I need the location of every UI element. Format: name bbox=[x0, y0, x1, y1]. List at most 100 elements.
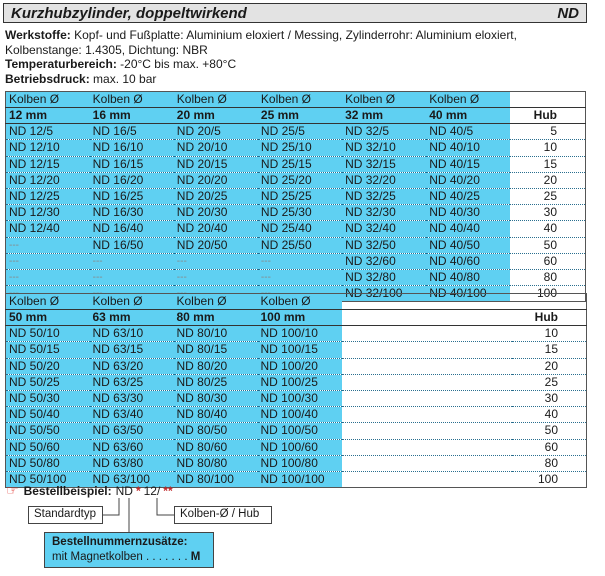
spec-temperatur: Temperaturbereich: -20°C bis max. +80°C bbox=[5, 57, 237, 71]
table-row: ND 50/15 ND 63/15 ND 80/15 ND 100/15 15 bbox=[5, 341, 587, 359]
size-table-large: Kolben Ø Kolben Ø Kolben Ø Kolben Ø 50 mm 63 … bbox=[5, 293, 587, 489]
column-header-label: Kolben Ø bbox=[426, 91, 511, 108]
order-label: Bestellbeispiel: bbox=[23, 483, 112, 498]
part-number-cell: ND 25/10 bbox=[257, 139, 343, 157]
column-header-label: Kolben Ø bbox=[342, 91, 427, 108]
table-row: ND 50/25 ND 63/25 ND 80/25 ND 100/25 25 bbox=[5, 374, 587, 391]
column-size-label: 63 mm bbox=[89, 309, 174, 327]
empty-cell bbox=[342, 471, 512, 487]
part-number-cell: ND 100/10 bbox=[257, 325, 342, 343]
part-number-cell: ND 20/5 bbox=[173, 123, 258, 141]
part-number-cell: ND 50/10 bbox=[5, 325, 90, 343]
column-header-label: Kolben Ø bbox=[173, 91, 258, 108]
part-number-cell: ND 25/15 bbox=[257, 156, 343, 173]
hub-value-cell: 80 bbox=[510, 269, 586, 287]
part-number-cell: --- bbox=[257, 269, 343, 287]
column-size-label: 50 mm bbox=[5, 309, 90, 327]
part-number-cell: ND 63/25 bbox=[89, 374, 174, 391]
hub-value-cell: 100 bbox=[537, 471, 558, 486]
part-number-cell: ND 100/30 bbox=[257, 390, 342, 408]
column-size-label: 40 mm bbox=[426, 107, 511, 125]
part-number-cell: ND 32/20 bbox=[342, 172, 427, 189]
part-number-cell: ND 50/40 bbox=[5, 406, 90, 424]
part-number-cell: ND 40/50 bbox=[426, 237, 511, 254]
part-number-cell: ND 40/30 bbox=[426, 204, 511, 222]
extensions-title: Bestellnummernzusätze: bbox=[52, 536, 188, 548]
part-number-cell: ND 40/20 bbox=[426, 172, 511, 189]
hub-value-cell: 40 bbox=[510, 220, 586, 238]
order-middle: 12/ bbox=[143, 483, 161, 498]
part-number-cell: ND 63/80 bbox=[89, 455, 174, 472]
part-number-cell: ND 16/30 bbox=[89, 204, 174, 222]
part-number-cell: ND 16/5 bbox=[89, 123, 174, 141]
column-header-label: Kolben Ø bbox=[173, 293, 258, 310]
order-example: ☞ Bestellbeispiel: ND * 12/ ** bbox=[6, 482, 173, 499]
part-number-cell: ND 12/40 bbox=[5, 220, 90, 238]
table-row: --- --- --- --- ND 32/60 ND 40/60 60 bbox=[5, 253, 586, 270]
column-header-label: Kolben Ø bbox=[5, 91, 90, 108]
part-number-cell: --- bbox=[5, 253, 90, 270]
part-number-cell: ND 32/25 bbox=[342, 188, 427, 206]
hub-header: Hub bbox=[510, 107, 586, 125]
column-size-label: 80 mm bbox=[173, 309, 258, 327]
part-number-cell: ND 80/15 bbox=[173, 341, 258, 359]
table-row: ND 50/50 ND 63/50 ND 80/50 ND 100/50 50 bbox=[5, 422, 587, 440]
empty-cell bbox=[510, 91, 586, 108]
part-number-cell: ND 100/25 bbox=[257, 374, 342, 391]
hub-value-cell: 25 bbox=[511, 374, 587, 391]
part-number-cell: ND 50/100 bbox=[5, 471, 90, 488]
part-number-cell: ND 32/15 bbox=[342, 156, 427, 173]
part-number-cell: ND 40/5 bbox=[426, 123, 511, 141]
empty-cell bbox=[341, 406, 512, 424]
part-number-cell: ND 20/15 bbox=[173, 156, 258, 173]
table-row: ND 12/30 ND 16/30 ND 20/30 ND 25/30 ND 32/30… bbox=[5, 204, 586, 222]
part-number-cell: ND 25/50 bbox=[257, 237, 343, 254]
column-size-label: 25 mm bbox=[257, 107, 343, 125]
part-number-cell: ND 12/25 bbox=[5, 188, 90, 206]
part-number-cell: ND 32/10 bbox=[342, 139, 427, 157]
order-star-1: * bbox=[135, 483, 141, 498]
part-number-cell: --- bbox=[5, 269, 90, 287]
part-number-cell: ND 32/30 bbox=[342, 204, 427, 222]
part-number-cell: ND 20/25 bbox=[173, 188, 258, 206]
empty-cell bbox=[341, 422, 512, 440]
part-number-cell: ND 32/50 bbox=[342, 237, 427, 254]
part-number-cell: ND 25/5 bbox=[257, 123, 343, 141]
order-prefix: ND bbox=[115, 483, 133, 498]
part-number-cell: ND 20/30 bbox=[173, 204, 258, 222]
part-number-cell: ND 100/20 bbox=[257, 358, 342, 375]
column-header-label: Kolben Ø bbox=[5, 293, 90, 310]
hub-value-cell: 60 bbox=[510, 253, 586, 270]
order-extensions-box: Bestellnummernzusätze: mit Magnetkolben … bbox=[44, 532, 214, 568]
part-number-cell: ND 40/40 bbox=[426, 220, 511, 238]
hub-value-cell: 30 bbox=[510, 204, 586, 222]
hub-value-cell: 50 bbox=[511, 422, 587, 440]
column-size-label: 20 mm bbox=[173, 107, 258, 125]
part-number-cell: ND 12/30 bbox=[5, 204, 90, 222]
part-number-cell: ND 25/40 bbox=[257, 220, 343, 238]
size-table-small: Kolben Ø Kolben Ø Kolben Ø Kolben Ø Kolben Ø… bbox=[5, 91, 586, 303]
part-number-cell: --- bbox=[89, 253, 174, 270]
part-number-cell: ND 40/10 bbox=[426, 139, 511, 157]
part-number-cell: ND 63/15 bbox=[89, 341, 174, 359]
column-size-label: 16 mm bbox=[89, 107, 174, 125]
table-size-row: 50 mm 63 mm 80 mm 100 mm Hub bbox=[5, 309, 587, 327]
part-number-cell: ND 100/40 bbox=[257, 406, 342, 424]
empty-cell bbox=[341, 341, 512, 359]
table-row: ND 50/30 ND 63/30 ND 80/30 ND 100/30 30 bbox=[5, 390, 587, 408]
part-number-cell: ND 50/25 bbox=[5, 374, 90, 391]
part-number-cell: ND 100/15 bbox=[257, 341, 342, 359]
column-header-label: Kolben Ø bbox=[257, 91, 343, 108]
column-header-label: Kolben Ø bbox=[89, 293, 174, 310]
table-row: ND 50/100 ND 63/100 ND 80/100 ND 100/100 100 bbox=[5, 471, 587, 488]
part-number-cell: --- bbox=[5, 237, 90, 254]
empty-cell bbox=[341, 374, 512, 391]
part-number-cell: ND 40/60 bbox=[426, 253, 511, 270]
part-number-cell: ND 25/20 bbox=[257, 172, 343, 189]
hub-value-cell: 15 bbox=[510, 156, 586, 173]
hub-value-cell: 5 bbox=[510, 123, 586, 141]
part-number-cell: ND 80/20 bbox=[173, 358, 258, 375]
table-row: ND 50/10 ND 63/10 ND 80/10 ND 100/10 10 bbox=[5, 325, 587, 343]
part-number-cell: ND 32/5 bbox=[342, 123, 427, 141]
empty-cell bbox=[341, 358, 512, 375]
